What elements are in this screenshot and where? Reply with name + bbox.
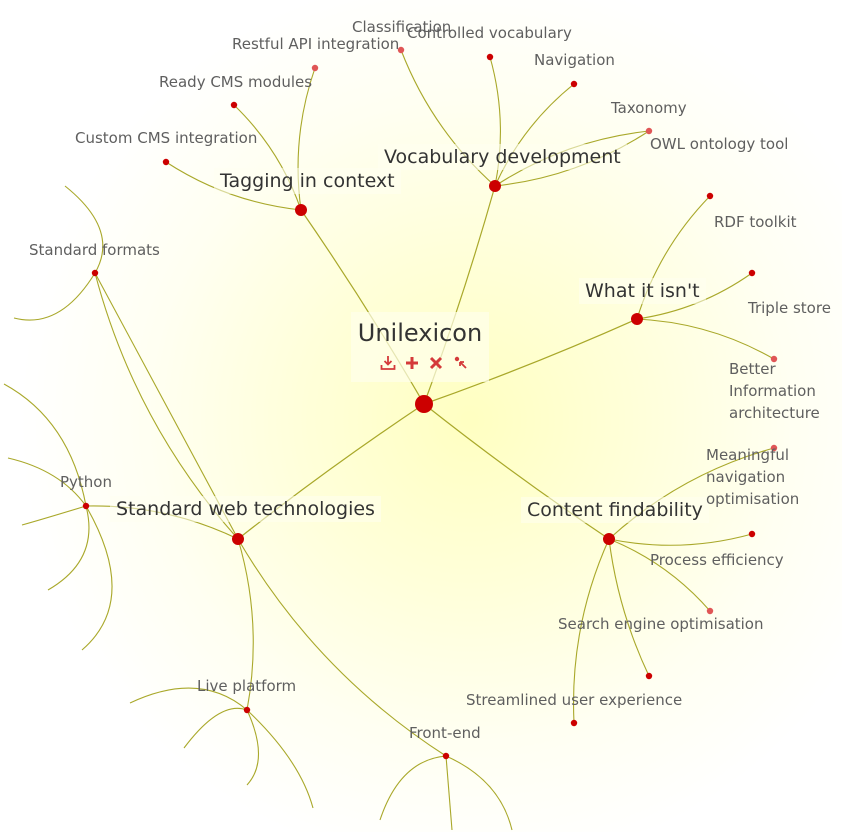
branch-link-isnt <box>423 318 638 405</box>
child-label[interactable]: Front-end <box>409 724 481 742</box>
child-node-dot[interactable] <box>706 607 714 615</box>
child-link <box>165 161 302 211</box>
branch-node-tagging[interactable] <box>295 204 307 216</box>
branch-node-findability[interactable] <box>603 533 615 545</box>
child-link <box>489 56 501 187</box>
child-node-dot[interactable] <box>486 53 494 61</box>
child-label[interactable]: Live platform <box>197 677 297 695</box>
child-label[interactable]: Process efficiency <box>650 551 784 569</box>
child-label[interactable]: Classification <box>352 18 452 36</box>
download-icon[interactable] <box>379 354 399 374</box>
child-label[interactable]: Streamlined user experience <box>466 691 683 709</box>
child-link <box>237 538 254 711</box>
subbranch-link <box>21 505 87 526</box>
subbranch-link <box>94 272 239 540</box>
child-node-dot[interactable] <box>706 192 714 200</box>
child-node-dot[interactable] <box>397 46 405 54</box>
root-node-dot[interactable] <box>415 395 433 413</box>
subbranch-link <box>445 755 513 831</box>
child-node-dot[interactable] <box>645 672 653 680</box>
branch-node-isnt[interactable] <box>631 313 643 325</box>
child-node-dot[interactable] <box>91 269 99 277</box>
child-link <box>608 533 753 546</box>
child-label[interactable]: RDF toolkit <box>714 213 797 231</box>
child-node-dot[interactable] <box>243 706 251 714</box>
branch-node-vocab[interactable] <box>489 180 501 192</box>
child-label[interactable]: OWL ontology tool <box>650 135 789 153</box>
child-label[interactable]: Taxonomy <box>611 99 687 117</box>
child-label[interactable]: Triple store <box>748 299 831 317</box>
child-link <box>608 447 775 540</box>
child-node-dot[interactable] <box>162 158 170 166</box>
branch-node-webtech[interactable] <box>232 533 244 545</box>
subbranch-link <box>64 185 104 274</box>
child-node-dot[interactable] <box>230 101 238 109</box>
subbranch-link <box>13 272 96 321</box>
child-label[interactable]: Controlled vocabulary <box>407 24 572 42</box>
subbranch-link <box>246 709 314 809</box>
child-node-dot[interactable] <box>82 502 90 510</box>
child-label[interactable]: Better Information architecture <box>729 360 820 422</box>
root-node-box[interactable]: Unilexicon <box>351 312 489 382</box>
child-node-dot[interactable] <box>570 719 578 727</box>
child-label[interactable]: Python <box>60 473 112 491</box>
child-label[interactable]: Custom CMS integration <box>75 129 258 147</box>
branch-label-findability[interactable]: Content findability <box>521 497 709 523</box>
child-link <box>233 104 302 211</box>
move-icon[interactable] <box>452 354 472 374</box>
child-link <box>494 83 575 187</box>
branch-label-isnt[interactable]: What it isn't <box>579 278 706 304</box>
subbranch-link <box>47 505 90 591</box>
child-link <box>608 538 711 612</box>
child-label[interactable]: Navigation <box>534 51 615 69</box>
child-node-dot[interactable] <box>748 530 756 538</box>
child-label[interactable]: Search engine optimisation <box>558 615 764 633</box>
child-link <box>573 538 610 724</box>
child-node-dot[interactable] <box>311 64 319 72</box>
child-node-dot[interactable] <box>748 269 756 277</box>
child-label[interactable]: Standard formats <box>29 241 160 259</box>
child-node-dot[interactable] <box>645 127 653 135</box>
subbranch-link <box>81 505 113 651</box>
child-label[interactable]: Ready CMS modules <box>159 73 313 91</box>
child-label[interactable]: Meaningful navigation optimisation <box>706 446 800 508</box>
child-node-dot[interactable] <box>770 355 778 363</box>
root-node-label[interactable]: Unilexicon <box>357 319 483 347</box>
delete-icon[interactable] <box>427 354 447 374</box>
subbranch-link <box>7 457 87 507</box>
child-node-dot[interactable] <box>442 752 450 760</box>
child-link <box>400 49 496 187</box>
subbranch-link <box>129 687 248 711</box>
child-label[interactable]: Restful API integration <box>232 35 400 53</box>
branch-label-tagging[interactable]: Tagging in context <box>214 168 401 194</box>
child-link <box>636 318 775 360</box>
subbranch-link <box>183 707 248 749</box>
branch-label-vocab[interactable]: Vocabulary development <box>378 144 627 170</box>
subbranch-link <box>379 755 447 821</box>
subbranch-link <box>3 383 87 507</box>
child-node-dot[interactable] <box>770 444 778 452</box>
subbranch-link <box>246 709 260 786</box>
nodes <box>82 46 778 760</box>
subbranch-link <box>445 755 453 831</box>
branch-label-webtech[interactable]: Standard web technologies <box>110 496 381 522</box>
add-icon[interactable] <box>403 354 423 374</box>
child-link <box>237 538 447 757</box>
child-node-dot[interactable] <box>570 80 578 88</box>
child-link <box>608 538 650 677</box>
